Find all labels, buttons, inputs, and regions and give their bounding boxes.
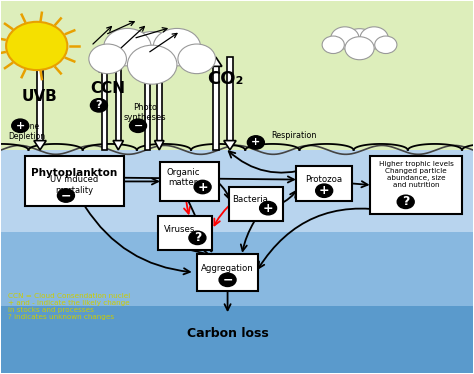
Text: CCN: CCN	[90, 81, 125, 96]
Text: ?: ?	[96, 100, 102, 110]
Circle shape	[360, 27, 388, 49]
Text: Aggregation: Aggregation	[201, 264, 254, 273]
Circle shape	[129, 119, 146, 132]
Text: CO₂: CO₂	[207, 70, 244, 88]
Bar	[227, 57, 233, 141]
Bar	[101, 72, 107, 150]
Text: Organic
matter: Organic matter	[166, 168, 200, 187]
Circle shape	[125, 31, 179, 74]
Text: Photo
syntheses: Photo syntheses	[124, 103, 166, 122]
Circle shape	[397, 195, 414, 209]
Text: UVB: UVB	[21, 89, 57, 104]
Circle shape	[89, 44, 127, 74]
Circle shape	[128, 45, 177, 84]
Polygon shape	[210, 57, 222, 66]
Bar	[1, 306, 473, 373]
Circle shape	[189, 231, 206, 245]
Circle shape	[91, 99, 108, 112]
Text: UV induced
mortality: UV induced mortality	[50, 175, 99, 195]
Circle shape	[344, 29, 375, 54]
Polygon shape	[224, 141, 236, 150]
Text: Ozone
Depletion: Ozone Depletion	[9, 122, 46, 141]
Circle shape	[322, 36, 344, 53]
Polygon shape	[155, 141, 164, 150]
FancyBboxPatch shape	[160, 162, 219, 201]
Text: −: −	[222, 273, 233, 286]
Circle shape	[375, 36, 397, 53]
FancyBboxPatch shape	[25, 156, 124, 206]
Circle shape	[178, 44, 216, 74]
FancyBboxPatch shape	[158, 216, 212, 251]
Text: +: +	[263, 202, 273, 215]
Bar	[157, 68, 162, 141]
Bar	[1, 150, 473, 232]
FancyBboxPatch shape	[370, 156, 462, 214]
Bar	[37, 62, 43, 141]
Circle shape	[104, 28, 151, 66]
Text: Carbon loss: Carbon loss	[187, 327, 268, 340]
Bar	[116, 62, 121, 141]
Text: ?: ?	[402, 195, 410, 208]
Circle shape	[12, 119, 29, 132]
Circle shape	[6, 22, 67, 70]
Circle shape	[331, 27, 359, 49]
Circle shape	[316, 184, 333, 197]
Bar	[1, 232, 473, 306]
Polygon shape	[143, 68, 152, 77]
Circle shape	[194, 180, 211, 194]
Text: +: +	[197, 181, 208, 193]
FancyBboxPatch shape	[296, 166, 352, 201]
Text: Higher trophic levels
Changed particle
abundance, size
and nutrition: Higher trophic levels Changed particle a…	[379, 160, 454, 187]
FancyBboxPatch shape	[229, 187, 283, 221]
Polygon shape	[34, 141, 46, 150]
Bar	[145, 77, 150, 150]
Text: CCN = Cloud Consendation nuclei
+ and - indicate the likely change
in stocks and: CCN = Cloud Consendation nuclei + and - …	[9, 293, 131, 320]
Text: Viruses: Viruses	[164, 225, 195, 234]
Circle shape	[219, 273, 236, 286]
Text: ?: ?	[194, 232, 201, 244]
Polygon shape	[113, 141, 123, 150]
Circle shape	[260, 202, 277, 215]
Text: +: +	[319, 184, 329, 197]
Text: Respiration: Respiration	[271, 131, 316, 140]
FancyBboxPatch shape	[197, 254, 258, 291]
Text: Protozoa: Protozoa	[306, 175, 343, 184]
Text: Phytoplankton: Phytoplankton	[31, 168, 118, 178]
Text: Bacteria: Bacteria	[232, 196, 268, 205]
Circle shape	[247, 136, 264, 149]
Text: −: −	[133, 121, 143, 131]
Circle shape	[57, 189, 74, 202]
Bar	[1, 1, 473, 150]
Text: +: +	[251, 138, 261, 147]
Polygon shape	[99, 62, 109, 72]
Text: −: −	[61, 189, 71, 202]
Circle shape	[153, 28, 201, 66]
Bar	[213, 66, 219, 150]
Circle shape	[345, 37, 374, 60]
Text: +: +	[16, 121, 25, 131]
